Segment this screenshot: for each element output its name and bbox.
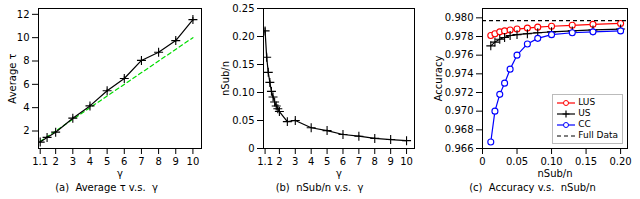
- svg-text:1.1: 1.1: [257, 156, 273, 167]
- html-text:(b) nSub/n v.s. γ: (b) nSub/n v.s. γ: [275, 182, 364, 193]
- svg-text:5: 5: [104, 156, 110, 167]
- svg-text:nSub/n: nSub/n: [220, 61, 231, 96]
- html-text:US: US: [578, 108, 591, 118]
- svg-text:12: 12: [17, 9, 30, 20]
- svg-text:4: 4: [87, 156, 93, 167]
- svg-text:0.974: 0.974: [445, 68, 474, 79]
- svg-text:6: 6: [340, 156, 346, 167]
- svg-text:0.976: 0.976: [445, 49, 474, 60]
- svg-text:nSub/n: nSub/n: [537, 168, 572, 179]
- svg-text:0.966: 0.966: [445, 143, 474, 154]
- svg-text:0.05: 0.05: [506, 156, 528, 167]
- svg-text:9: 9: [387, 156, 393, 167]
- svg-text:0.15: 0.15: [232, 59, 254, 70]
- html-text:LUS: LUS: [578, 97, 596, 107]
- svg-text:Accuracy: Accuracy: [433, 56, 444, 102]
- svg-text:8: 8: [372, 156, 378, 167]
- svg-text:0.20: 0.20: [609, 156, 631, 167]
- svg-text:Average τ: Average τ: [7, 53, 18, 103]
- svg-text:0.970: 0.970: [445, 105, 474, 116]
- svg-text:0.10: 0.10: [540, 156, 562, 167]
- svg-text:γ: γ: [336, 168, 342, 179]
- html-text:Full Data: Full Data: [578, 130, 618, 140]
- svg-text:10: 10: [400, 156, 413, 167]
- svg-text:7: 7: [138, 156, 144, 167]
- svg-text:2: 2: [23, 125, 29, 136]
- svg-text:2: 2: [52, 156, 58, 167]
- svg-text:0.15: 0.15: [575, 156, 597, 167]
- svg-text:0: 0: [479, 156, 485, 167]
- svg-text:10: 10: [17, 32, 30, 43]
- svg-text:3: 3: [292, 156, 298, 167]
- svg-text:γ: γ: [117, 168, 123, 179]
- svg-text:0: 0: [248, 143, 254, 154]
- svg-text:8: 8: [23, 55, 29, 66]
- svg-text:0.980: 0.980: [445, 12, 474, 23]
- html-text:(c) Accuracy v.s. nSub/n: (c) Accuracy v.s. nSub/n: [469, 182, 596, 193]
- svg-text:0.20: 0.20: [232, 31, 254, 42]
- svg-text:0.968: 0.968: [445, 124, 474, 135]
- svg-text:9: 9: [173, 156, 179, 167]
- svg-text:0.10: 0.10: [232, 87, 254, 98]
- svg-text:4: 4: [23, 102, 29, 113]
- svg-text:2: 2: [276, 156, 282, 167]
- svg-text:0.05: 0.05: [232, 115, 254, 126]
- svg-text:5: 5: [324, 156, 330, 167]
- svg-text:3: 3: [70, 156, 76, 167]
- svg-text:0.25: 0.25: [232, 3, 254, 14]
- svg-text:4: 4: [308, 156, 314, 167]
- svg-text:6: 6: [121, 156, 127, 167]
- svg-text:8: 8: [155, 156, 161, 167]
- svg-text:7: 7: [356, 156, 362, 167]
- svg-text:0.978: 0.978: [445, 31, 474, 42]
- html-text:CC: CC: [578, 119, 591, 129]
- svg-text:1.1: 1.1: [32, 156, 48, 167]
- svg-text:10: 10: [187, 156, 200, 167]
- html-text:(a) Average τ v.s. γ: (a) Average τ v.s. γ: [55, 182, 158, 193]
- svg-text:6: 6: [23, 79, 29, 90]
- svg-text:0.972: 0.972: [445, 87, 474, 98]
